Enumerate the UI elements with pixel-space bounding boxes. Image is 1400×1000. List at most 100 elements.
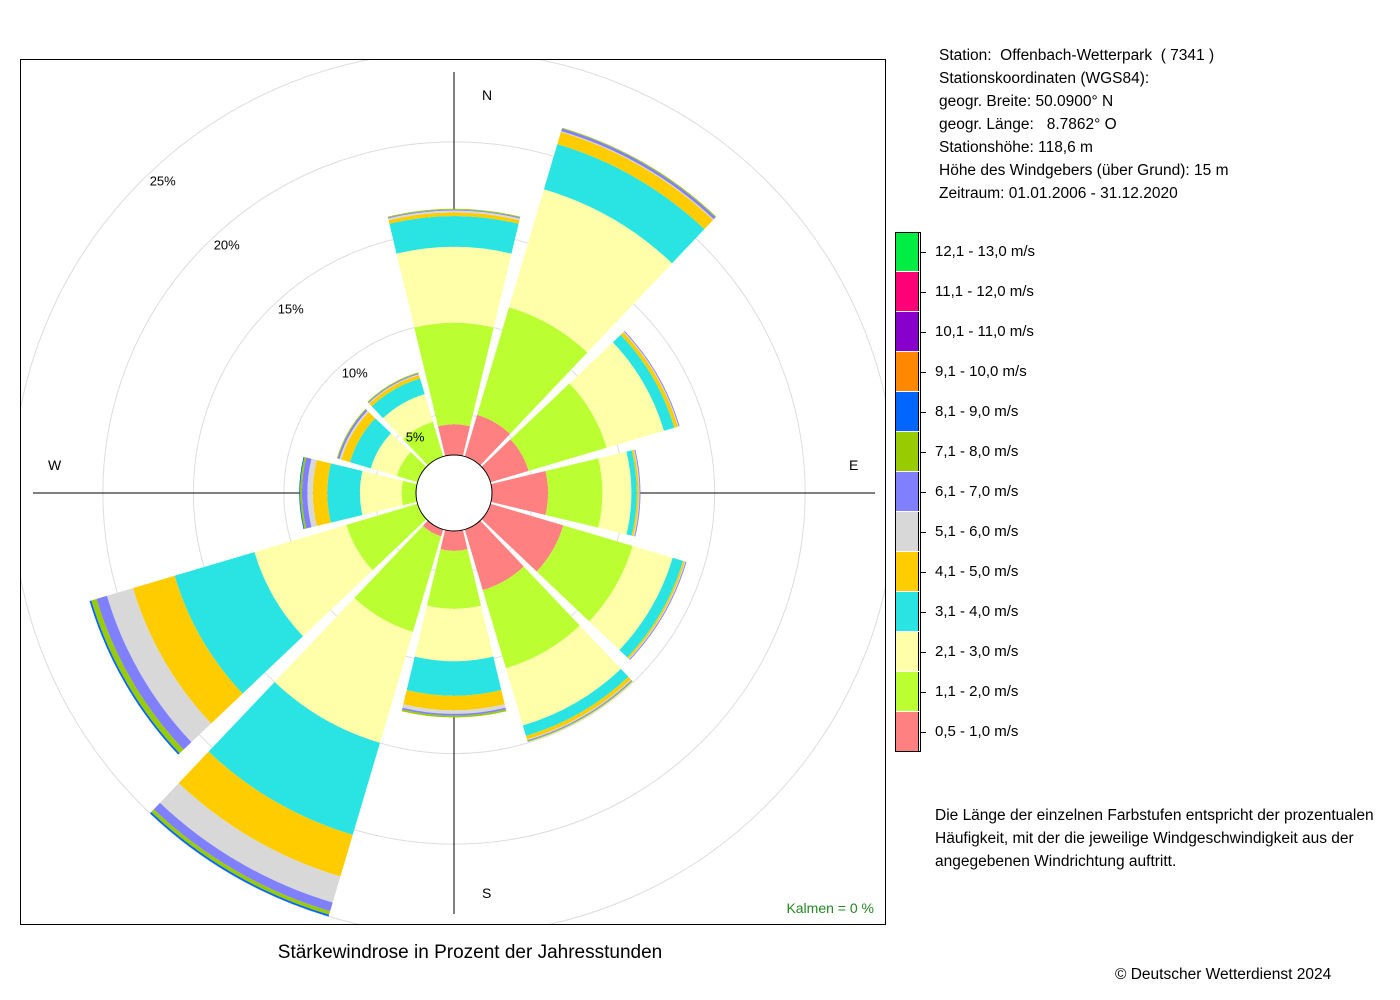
wedge-segment xyxy=(422,520,444,537)
legend-swatch xyxy=(895,432,919,471)
legend-item: 7,1 - 8,0 m/s xyxy=(895,432,1295,472)
legend-note: Die Länge der einzelnen Farbstufen entsp… xyxy=(935,807,1374,870)
wedge-dir-180 xyxy=(401,529,507,718)
wedge-segment xyxy=(509,189,673,353)
wind-wedges xyxy=(89,127,717,917)
wedge-segment xyxy=(589,545,673,650)
wedge-segment xyxy=(633,449,640,537)
legend-item: 4,1 - 5,0 m/s xyxy=(895,552,1295,592)
wedge-dir-300 xyxy=(336,408,427,483)
label-east: E xyxy=(849,457,858,473)
legend-item: 3,1 - 4,0 m/s xyxy=(895,592,1295,632)
wedge-segment xyxy=(634,449,641,537)
station-latitude: geogr. Breite: 50.0900° N xyxy=(939,93,1114,110)
legend-tick xyxy=(920,612,926,613)
wedge-segment xyxy=(387,209,521,219)
wedge-segment xyxy=(477,307,588,434)
wedge-segment xyxy=(389,216,519,254)
label-south: S xyxy=(482,885,491,901)
wedge-segment xyxy=(388,210,520,221)
radial-tick-label: 5% xyxy=(406,430,425,445)
legend-label: 7,1 - 8,0 m/s xyxy=(935,443,1019,460)
wedge-segment xyxy=(631,449,639,537)
station-elevation: Stationshöhe: 118,6 m xyxy=(939,139,1093,156)
legend-label: 3,1 - 4,0 m/s xyxy=(935,603,1019,620)
wedge-segment xyxy=(522,668,629,736)
legend-tick xyxy=(920,732,926,733)
wedge-segment xyxy=(91,598,184,754)
legend-swatch xyxy=(895,672,919,711)
wedge-dir-60 xyxy=(481,331,680,483)
wedge-segment xyxy=(132,575,243,724)
radial-tick-label: 15% xyxy=(278,302,304,317)
wedge-segment xyxy=(178,751,353,877)
wedge-dir-30 xyxy=(464,127,717,466)
wedge-segment xyxy=(299,456,305,530)
legend-swatch xyxy=(895,392,919,431)
wedge-segment xyxy=(536,525,633,622)
wedge-segment xyxy=(490,471,549,515)
legend-tick xyxy=(920,652,926,653)
legend-swatch xyxy=(895,512,919,551)
wedge-segment xyxy=(159,783,341,903)
station-coords-title: Stationskoordinaten (WGS84): xyxy=(939,70,1150,87)
wedge-segment xyxy=(505,625,621,726)
wedge-segment xyxy=(341,412,376,463)
legend-swatch xyxy=(895,712,919,751)
legend-swatch xyxy=(895,552,919,591)
wedge-segment xyxy=(414,605,494,662)
legend-label: 11,1 - 12,0 m/s xyxy=(935,283,1034,300)
legend-label: 9,1 - 10,0 m/s xyxy=(935,363,1027,380)
wedge-segment xyxy=(510,383,607,471)
wedge-segment xyxy=(387,208,521,218)
radial-tick-label: 20% xyxy=(214,238,240,253)
legend-swatch xyxy=(895,232,919,271)
label-north: N xyxy=(482,87,492,103)
wedge-segment xyxy=(569,342,664,448)
wedge-segment xyxy=(402,704,506,714)
chart-title: Stärkewindrose in Prozent der Jahresstun… xyxy=(277,942,663,963)
station-info: Station: Offenbach-Wetterpark ( 7341 ) S… xyxy=(939,44,1228,205)
legend-label: 8,1 - 9,0 m/s xyxy=(935,403,1019,420)
legend-item: 9,1 - 10,0 m/s xyxy=(895,352,1295,392)
wedge-segment xyxy=(543,144,705,264)
wedge-segment xyxy=(153,802,333,912)
wedge-segment xyxy=(327,463,363,523)
legend-label: 5,1 - 6,0 m/s xyxy=(935,523,1019,540)
wedge-dir-330 xyxy=(367,372,444,466)
radial-tick-label: 10% xyxy=(342,366,368,381)
legend-label: 10,1 - 11,0 m/s xyxy=(935,323,1034,340)
wedge-segment xyxy=(382,394,433,440)
wedge-segment xyxy=(371,378,425,419)
wedge-segment xyxy=(620,332,678,428)
legend-tick xyxy=(920,572,926,573)
legend-tick xyxy=(920,292,926,293)
wedge-segment xyxy=(464,520,524,591)
wedge-segment xyxy=(254,524,373,637)
wedge-segment xyxy=(481,503,564,572)
wedge-segment xyxy=(437,424,471,457)
wedge-segment xyxy=(545,458,603,528)
legend-tick xyxy=(920,452,926,453)
wedge-segment xyxy=(481,439,529,483)
wedge-segment xyxy=(426,549,482,609)
wedge-segment xyxy=(300,457,307,529)
wedge-segment xyxy=(346,503,427,571)
wind-rose-plot-area: 5% 10% 15% 20% 25% N S W E Kalmen = 0 % xyxy=(20,59,886,925)
wedge-segment xyxy=(354,525,442,632)
legend-item: 10,1 - 11,0 m/s xyxy=(895,312,1295,352)
wedge-dir-150 xyxy=(464,520,633,743)
legend-tick xyxy=(920,692,926,693)
wedge-segment xyxy=(396,451,427,483)
legend-item: 1,1 - 2,0 m/s xyxy=(895,672,1295,712)
wedge-segment xyxy=(396,246,512,328)
inner-hole xyxy=(415,454,493,532)
wedge-segment xyxy=(482,566,580,669)
wedge-segment xyxy=(106,588,212,743)
legend-tick xyxy=(920,252,926,253)
legend-swatch xyxy=(895,472,919,511)
wedge-dir-270 xyxy=(299,456,418,530)
wedge-segment xyxy=(174,552,304,694)
wedge-segment xyxy=(440,529,468,551)
wedge-segment xyxy=(370,433,411,477)
